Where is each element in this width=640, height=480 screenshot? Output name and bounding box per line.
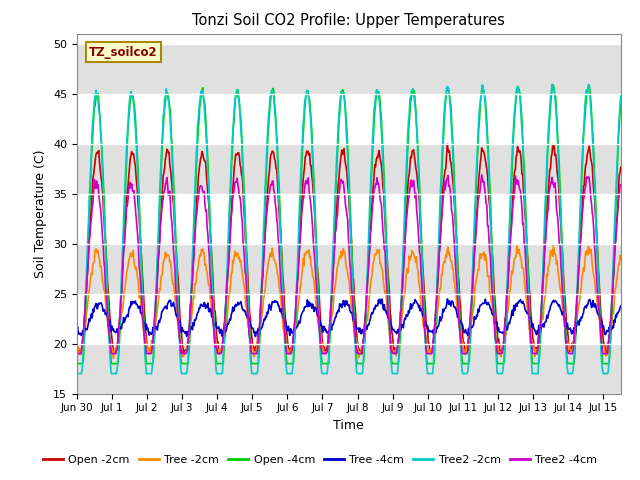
Tree2 -4cm	[75, 351, 83, 357]
Open -4cm	[463, 361, 471, 367]
X-axis label: Time: Time	[333, 419, 364, 432]
Open -2cm	[478, 145, 486, 151]
Open -4cm	[75, 361, 83, 367]
Tree2 -2cm	[585, 81, 593, 87]
Tree -2cm	[513, 242, 521, 248]
Bar	[77, 44, 621, 94]
Tree2 -2cm	[305, 95, 313, 101]
Tree -2cm	[617, 256, 625, 262]
Tree -4cm	[326, 325, 334, 331]
Tree2 -4cm	[149, 337, 157, 343]
Tree -4cm	[149, 324, 157, 330]
Open -2cm	[326, 317, 334, 323]
Line: Tree -2cm: Tree -2cm	[77, 245, 621, 358]
Tree -4cm	[444, 296, 451, 302]
Open -2cm	[150, 329, 157, 335]
Bar	[77, 344, 621, 394]
Tree -4cm	[465, 325, 472, 331]
Tree -2cm	[75, 349, 83, 355]
Bar	[77, 144, 621, 193]
Tree2 -4cm	[617, 182, 625, 188]
Tree2 -2cm	[463, 371, 471, 376]
Tree2 -2cm	[75, 371, 83, 376]
Open -2cm	[76, 351, 84, 357]
Tree2 -4cm	[476, 186, 484, 192]
Tree2 -4cm	[305, 185, 313, 191]
Tree -2cm	[477, 256, 484, 262]
Tree2 -2cm	[73, 371, 81, 376]
Line: Tree2 -4cm: Tree2 -4cm	[77, 175, 621, 354]
Tree2 -4cm	[326, 323, 333, 328]
Tree -4cm	[73, 328, 81, 334]
Text: TZ_soilco2: TZ_soilco2	[89, 46, 157, 59]
Open -4cm	[617, 102, 625, 108]
Open -4cm	[305, 96, 313, 102]
Tree2 -2cm	[149, 357, 157, 362]
Tree -2cm	[306, 255, 314, 261]
Open -2cm	[73, 336, 81, 342]
Tree -2cm	[73, 346, 81, 352]
Tree -4cm	[75, 332, 83, 337]
Open -4cm	[476, 104, 484, 109]
Tree -4cm	[617, 303, 625, 309]
Open -4cm	[326, 346, 333, 352]
Line: Open -4cm: Open -4cm	[77, 85, 621, 364]
Tree2 -4cm	[73, 351, 81, 357]
Tree -2cm	[326, 331, 334, 336]
Tree -2cm	[109, 355, 117, 361]
Open -2cm	[75, 347, 83, 353]
Tree2 -2cm	[617, 93, 625, 99]
Tree -4cm	[306, 303, 314, 309]
Tree -2cm	[150, 333, 157, 339]
Open -4cm	[149, 361, 157, 367]
Line: Open -2cm: Open -2cm	[77, 144, 621, 354]
Tree -4cm	[478, 301, 486, 307]
Tree -4cm	[252, 334, 259, 339]
Line: Tree -4cm: Tree -4cm	[77, 299, 621, 336]
Open -2cm	[444, 141, 451, 147]
Open -2cm	[617, 165, 625, 170]
Open -4cm	[73, 361, 81, 367]
Open -2cm	[306, 151, 314, 156]
Bar	[77, 243, 621, 294]
Open -4cm	[550, 82, 557, 88]
Y-axis label: Soil Temperature (C): Soil Temperature (C)	[35, 149, 47, 278]
Line: Tree2 -2cm: Tree2 -2cm	[77, 84, 621, 373]
Legend: Open -2cm, Tree -2cm, Open -4cm, Tree -4cm, Tree2 -2cm, Tree2 -4cm: Open -2cm, Tree -2cm, Open -4cm, Tree -4…	[38, 451, 602, 469]
Open -2cm	[465, 336, 472, 341]
Tree2 -2cm	[326, 337, 333, 343]
Tree -2cm	[464, 343, 472, 349]
Title: Tonzi Soil CO2 Profile: Upper Temperatures: Tonzi Soil CO2 Profile: Upper Temperatur…	[193, 13, 505, 28]
Tree2 -2cm	[476, 100, 484, 106]
Tree2 -4cm	[478, 172, 486, 178]
Tree2 -4cm	[463, 351, 471, 357]
